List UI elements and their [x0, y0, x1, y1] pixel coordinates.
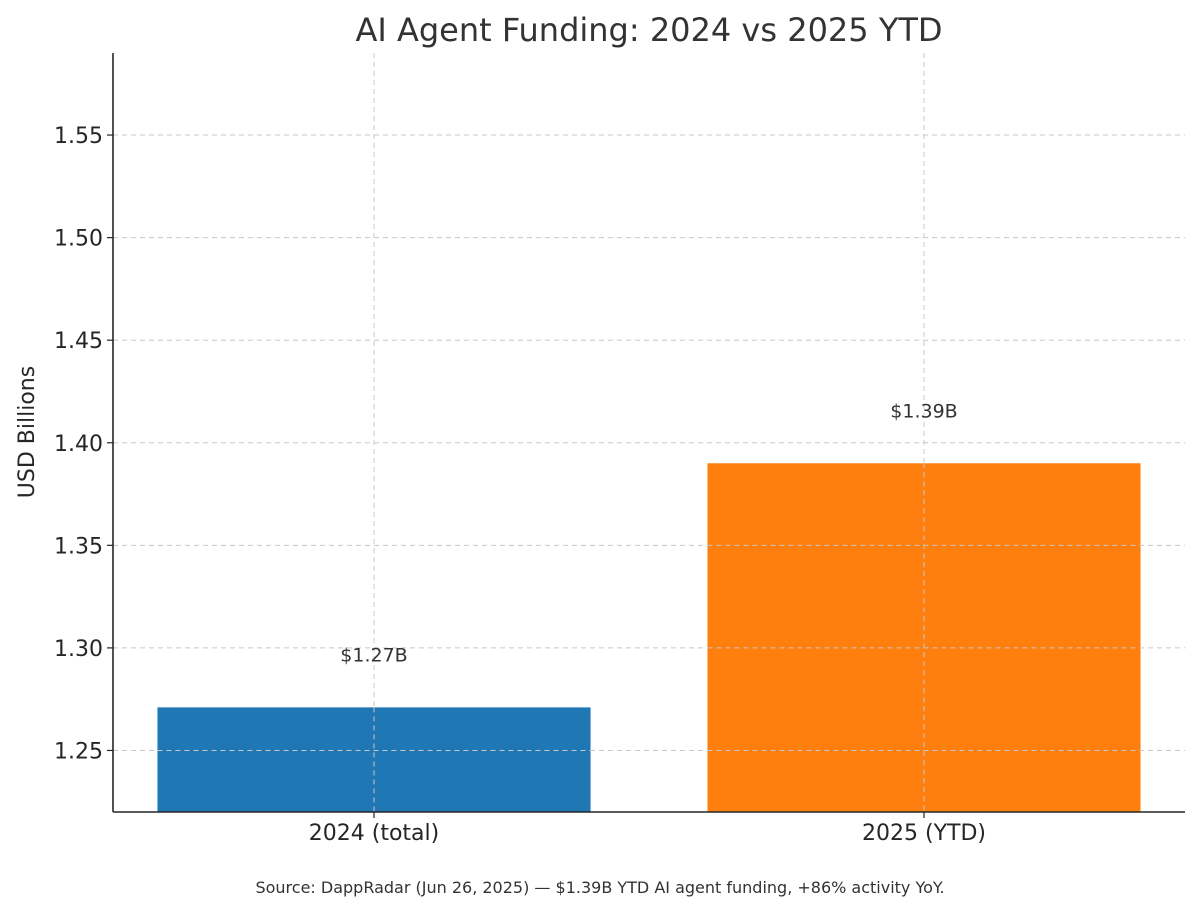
bar-value-label: $1.39B: [890, 400, 957, 422]
y-tick-label: 1.55: [54, 124, 103, 149]
y-tick-label: 1.30: [54, 637, 103, 662]
x-tick-label: 2025 (YTD): [862, 821, 986, 846]
y-tick-label: 1.45: [54, 329, 103, 354]
y-axis-label: USD Billions: [15, 366, 40, 498]
y-axis-ticks: 1.25 1.30 1.35 1.40 1.45 1.50 1.55: [54, 124, 113, 764]
x-axis-ticks: 2024 (total) 2025 (YTD): [309, 812, 986, 846]
y-tick-label: 1.35: [54, 534, 103, 559]
bar-2024-total: [157, 707, 591, 812]
bars: [157, 463, 1141, 812]
axes: [112, 53, 1185, 813]
y-tick-label: 1.40: [54, 432, 103, 457]
y-tick-label: 1.50: [54, 227, 103, 252]
x-tick-label: 2024 (total): [309, 821, 439, 846]
source-footnote: Source: DappRadar (Jun 26, 2025) — $1.39…: [255, 878, 944, 897]
y-tick-label: 1.25: [54, 739, 103, 764]
chart-title: AI Agent Funding: 2024 vs 2025 YTD: [355, 11, 942, 49]
data-labels: $1.27B $1.39B: [340, 400, 957, 666]
bar-value-label: $1.27B: [340, 644, 407, 666]
